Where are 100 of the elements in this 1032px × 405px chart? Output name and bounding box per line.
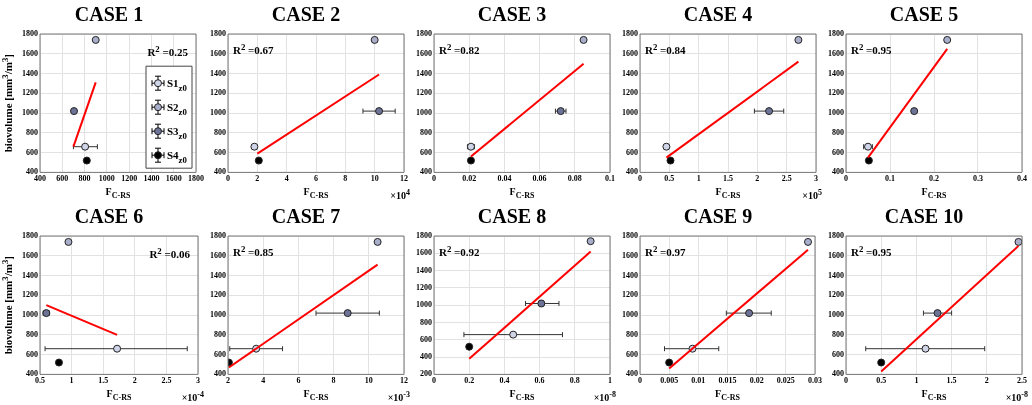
- x-tick-label: 0.5: [876, 376, 887, 386]
- y-tick-label: 600: [832, 349, 844, 359]
- x-tick-label: 1: [69, 376, 74, 386]
- y-tick-label: 600: [420, 147, 432, 157]
- x-tick-label: 12: [400, 376, 408, 386]
- y-tick-label: 800: [420, 127, 432, 137]
- x-tick-label: 3: [814, 174, 818, 184]
- x-tick-label: 0: [432, 174, 436, 184]
- x-tick-label: 0.02: [462, 174, 477, 184]
- x-tick-label: 0.04: [497, 174, 512, 184]
- chart-title: CASE 9: [683, 205, 753, 228]
- y-tick-label: 1800: [828, 231, 844, 241]
- y-tick-label: 1000: [416, 108, 432, 118]
- y-tick-label: 400: [26, 369, 38, 379]
- x-tick-label: 0.08: [567, 174, 582, 184]
- y-tick-label: 1800: [828, 29, 844, 39]
- y-tick-label: 600: [420, 334, 432, 344]
- x-tick-label: 2.5: [781, 174, 792, 184]
- x-tick-label: 0.4: [499, 376, 510, 386]
- y-tick-label: 800: [26, 329, 38, 339]
- x-tick-label: 1: [914, 376, 919, 386]
- y-tick-label: 400: [214, 167, 226, 177]
- x-tick-label: 2: [132, 376, 137, 386]
- x-tick-label: 1400: [143, 174, 160, 184]
- x-tick-label: 6: [296, 376, 301, 386]
- y-tick-label: 1200: [828, 88, 844, 98]
- x-tick-label: 400: [34, 174, 46, 184]
- y-tick-label: 1800: [416, 29, 432, 39]
- x-tick-label: 0.5: [35, 376, 45, 386]
- y-tick-label: 200: [420, 369, 432, 379]
- x-tick-label: 600: [56, 174, 69, 184]
- x-tick-label: 800: [78, 174, 91, 184]
- x-tick-label: 1: [696, 174, 701, 184]
- y-tick-label: 1000: [210, 310, 226, 320]
- y-tick-label: 1600: [622, 250, 638, 260]
- y-tick-label: 1200: [210, 290, 226, 300]
- x-tick-label: 0.03: [808, 376, 822, 386]
- x-tick-label: 2: [755, 174, 760, 184]
- y-tick-label: 1400: [828, 270, 844, 280]
- y-tick-label: 400: [832, 167, 844, 177]
- x-tick-label: 0.01: [691, 376, 706, 386]
- x-tick-label: 2.5: [1017, 376, 1027, 386]
- y-tick-label: 1000: [622, 108, 638, 118]
- y-tick-label: 1400: [416, 68, 432, 78]
- y-tick-label: 1000: [22, 108, 38, 118]
- y-tick-label: 600: [626, 349, 638, 359]
- y-tick-label: 1800: [622, 29, 638, 39]
- y-tick-label: 400: [832, 369, 844, 379]
- y-tick-label: 1800: [22, 231, 38, 241]
- x-tick-label: 0.005: [660, 376, 679, 386]
- y-tick-label: 800: [832, 127, 844, 137]
- y-tick-label: 1800: [22, 29, 38, 39]
- x-tick-label: 0.02: [749, 376, 764, 386]
- y-tick-label: 1400: [622, 68, 638, 78]
- y-tick-label: 1400: [22, 68, 38, 78]
- y-tick-label: 400: [214, 369, 226, 379]
- x-tick-label: 0.2: [464, 376, 475, 386]
- chart-title: CASE 3: [477, 3, 547, 26]
- x-tick-label: 1800: [188, 174, 204, 184]
- x-tick-label: 0: [844, 376, 848, 386]
- y-tick-label: 1200: [622, 290, 638, 300]
- y-tick-label: 1200: [22, 290, 38, 300]
- y-tick-label: 1000: [210, 108, 226, 118]
- y-tick-label: 800: [214, 127, 226, 137]
- x-tick-label: 10: [364, 376, 373, 386]
- chart-title: CASE 2: [271, 3, 341, 26]
- x-tick-label: 0.4: [1017, 174, 1027, 184]
- x-tick-label: 0.3: [973, 174, 983, 184]
- y-tick-label: 600: [26, 147, 38, 157]
- x-tick-label: 1600: [165, 174, 182, 184]
- x-tick-label: 0.2: [929, 174, 939, 184]
- y-tick-label: 1200: [22, 88, 38, 98]
- y-tick-label: 1000: [22, 310, 38, 320]
- y-tick-label: 1400: [22, 270, 38, 280]
- y-tick-label: 1000: [828, 108, 844, 118]
- y-tick-label: 1600: [22, 250, 38, 260]
- y-tick-label: 1600: [416, 48, 432, 58]
- x-tick-label: 10: [370, 174, 379, 184]
- y-tick-label: 1200: [210, 88, 226, 98]
- x-tick-label: 0: [638, 376, 642, 386]
- y-tick-label: 1600: [828, 250, 844, 260]
- x-tick-label: 0: [226, 174, 230, 184]
- x-tick-label: 0.1: [605, 174, 615, 184]
- chart-title: CASE 4: [683, 3, 753, 26]
- x-tick-label: 0.015: [718, 376, 737, 386]
- x-tick-label: 0: [432, 376, 436, 386]
- y-tick-label: 1400: [828, 68, 844, 78]
- x-tick-label: 1200: [121, 174, 138, 184]
- x-tick-label: 1000: [98, 174, 115, 184]
- x-tick-label: 2.5: [161, 376, 172, 386]
- y-tick-label: 1600: [622, 48, 638, 58]
- x-tick-label: 0.6: [534, 376, 545, 386]
- chart-title: CASE 5: [889, 3, 959, 26]
- y-tick-label: 1000: [622, 310, 638, 320]
- x-tick-label: 2: [226, 376, 230, 386]
- y-tick-label: 1400: [210, 270, 226, 280]
- y-tick-label: 400: [626, 369, 638, 379]
- y-tick-label: 800: [420, 317, 432, 327]
- x-tick-label: 0.025: [776, 376, 795, 386]
- chart-title: CASE 6: [74, 205, 144, 228]
